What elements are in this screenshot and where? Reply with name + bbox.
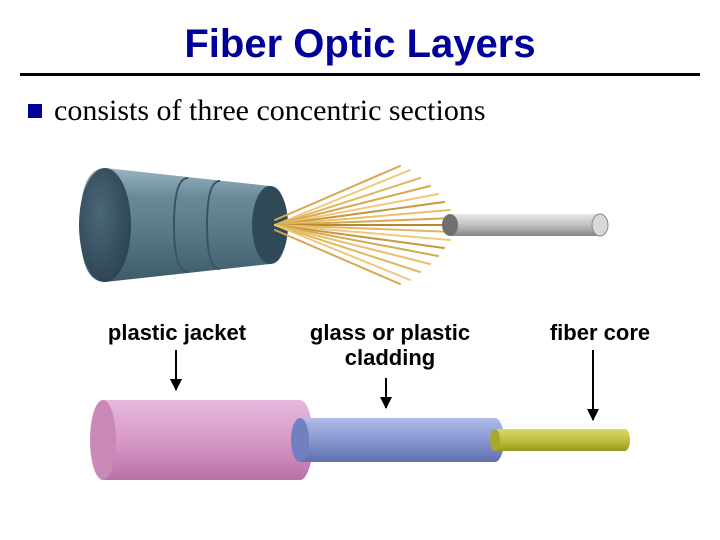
concentric-layers-diagram <box>90 400 650 480</box>
label-fiber-core: fiber core <box>530 320 670 345</box>
bullet-row: consists of three concentric sections <box>0 94 720 128</box>
bullet-text: consists of three concentric sections <box>54 94 486 128</box>
slide-title: Fiber Optic Layers <box>0 0 720 73</box>
label-plastic-jacket: plastic jacket <box>92 320 262 345</box>
label-cladding: glass or plasticcladding <box>290 320 490 371</box>
diagram-area: plastic jacket glass or plasticcladding … <box>0 150 720 510</box>
fiber-cable-illustration <box>70 150 630 300</box>
arrow-jacket-icon <box>175 350 177 390</box>
bullet-square-icon <box>28 104 42 118</box>
title-underline <box>20 73 700 76</box>
